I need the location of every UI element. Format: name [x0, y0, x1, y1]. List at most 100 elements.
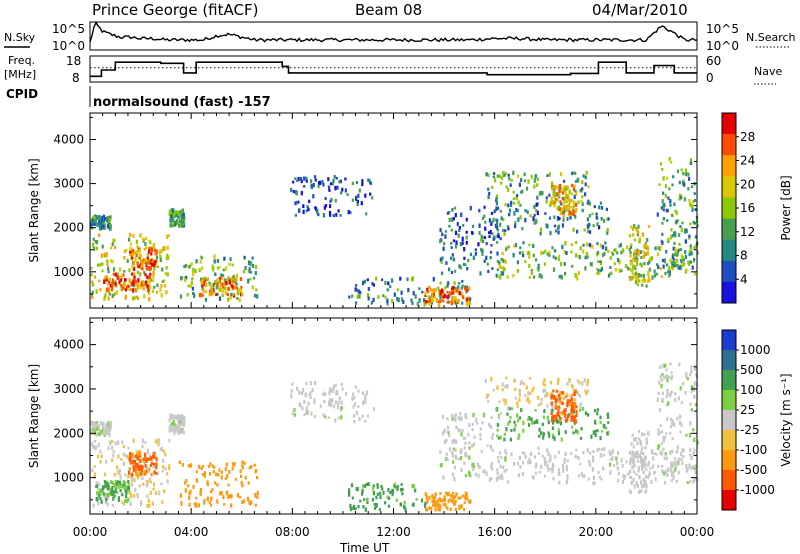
data-cell — [119, 475, 122, 480]
data-cell — [329, 182, 333, 186]
data-cell — [600, 448, 603, 452]
data-cell — [232, 274, 235, 279]
data-cell — [142, 281, 145, 286]
data-cell — [448, 433, 451, 437]
data-cell — [658, 248, 662, 252]
data-cell — [229, 296, 232, 300]
data-cell — [116, 465, 119, 470]
data-cell — [101, 244, 104, 249]
data-cell — [476, 421, 479, 425]
data-cell — [453, 438, 456, 444]
data-cell — [334, 400, 337, 405]
data-cell — [537, 263, 540, 269]
data-cell — [168, 464, 171, 468]
data-cell — [557, 230, 560, 235]
data-cell — [442, 299, 445, 303]
data-cell — [629, 475, 632, 480]
data-cell — [169, 218, 172, 223]
data-cell — [623, 476, 626, 480]
data-cell — [125, 454, 128, 458]
data-cell — [230, 494, 233, 499]
data-cell — [607, 414, 610, 419]
data-cell — [497, 456, 500, 459]
data-cell — [686, 377, 689, 381]
data-cell — [355, 487, 358, 491]
data-cell — [532, 253, 535, 258]
data-cell — [639, 440, 642, 445]
data-cell — [682, 258, 685, 262]
data-cell — [241, 464, 244, 468]
data-cell — [661, 232, 664, 236]
data-cell — [548, 250, 551, 255]
data-cell — [179, 493, 182, 498]
data-cell — [95, 240, 99, 245]
velocity-colorbar-segment — [722, 370, 736, 391]
data-cell — [489, 425, 492, 429]
data-cell — [101, 215, 104, 219]
data-cell — [543, 474, 546, 478]
data-cell — [162, 449, 165, 453]
data-cell — [128, 457, 131, 461]
data-cell — [689, 158, 693, 162]
data-cell — [480, 247, 483, 252]
data-cell — [149, 240, 152, 245]
data-cell — [536, 183, 539, 187]
data-cell — [117, 440, 120, 446]
data-cell — [439, 239, 442, 244]
data-cell — [117, 454, 120, 459]
data-cell — [671, 233, 674, 238]
data-cell — [125, 248, 128, 252]
data-cell — [99, 449, 102, 454]
data-cell — [451, 451, 454, 456]
data-cell — [596, 411, 599, 416]
data-cell — [117, 275, 120, 281]
data-cell — [102, 425, 105, 429]
data-cell — [537, 403, 540, 407]
data-cell — [648, 225, 651, 228]
data-cell — [640, 451, 643, 455]
data-cell — [98, 279, 101, 283]
data-cell — [356, 199, 359, 203]
data-cell — [684, 173, 687, 177]
data-cell — [557, 450, 560, 454]
data-cell — [421, 290, 424, 294]
data-cell — [638, 489, 641, 494]
data-cell — [509, 437, 512, 442]
data-cell — [178, 414, 181, 419]
data-cell — [649, 466, 652, 470]
data-cell — [511, 407, 514, 411]
data-cell — [489, 250, 493, 254]
data-cell — [238, 297, 241, 303]
data-cell — [551, 426, 554, 431]
data-cell — [147, 469, 151, 473]
data-cell — [622, 248, 625, 253]
x-tick-label: 00:00 — [680, 525, 715, 539]
data-cell — [672, 470, 675, 475]
data-cell — [121, 440, 124, 445]
data-cell — [506, 384, 509, 389]
velocity-colorbar-tick-label: 500 — [740, 363, 763, 377]
data-cell — [574, 214, 577, 219]
data-cell — [499, 435, 502, 440]
data-cell — [671, 375, 674, 379]
data-cell — [145, 261, 148, 266]
data-cell — [552, 464, 555, 468]
velocity-colorbar-tick-label: 100 — [740, 383, 763, 397]
data-cell — [145, 469, 148, 474]
data-cell — [434, 492, 437, 497]
data-cell — [397, 297, 400, 303]
data-cell — [256, 490, 259, 496]
data-cell — [137, 452, 140, 457]
data-cell — [518, 392, 521, 397]
data-cell — [124, 482, 127, 486]
data-cell — [680, 227, 683, 233]
data-cell — [91, 280, 94, 284]
data-cell — [534, 471, 537, 475]
data-cell — [430, 301, 433, 305]
data-cell — [448, 224, 451, 228]
data-cell — [573, 419, 576, 423]
data-cell — [498, 274, 501, 279]
data-cell — [490, 376, 493, 382]
data-cell — [468, 455, 471, 460]
data-cell — [577, 270, 581, 276]
